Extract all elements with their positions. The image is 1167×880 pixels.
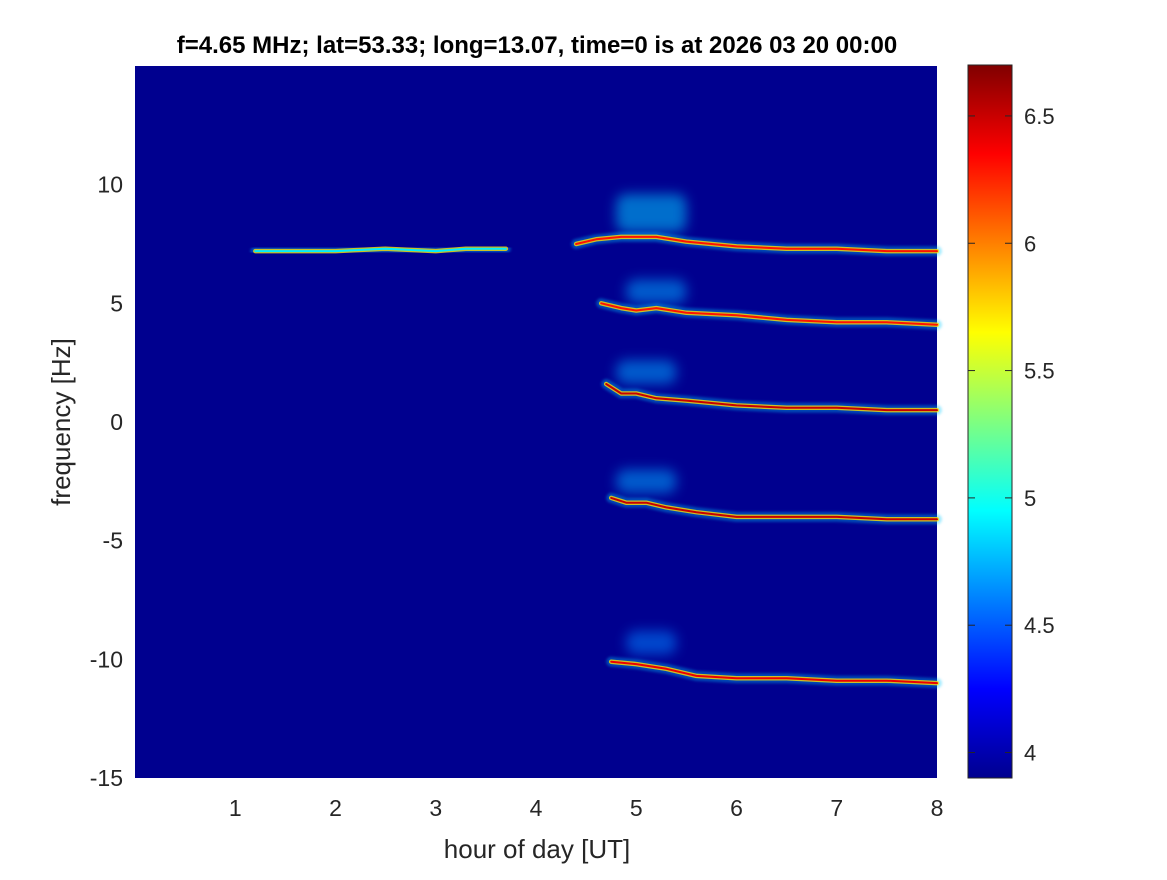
trace-line bbox=[254, 247, 507, 253]
x-tick-label: 5 bbox=[630, 795, 643, 821]
trace-line bbox=[610, 660, 938, 685]
colorbar-tick-label: 5.5 bbox=[1024, 359, 1055, 384]
colorbar-tick-label: 6 bbox=[1024, 231, 1036, 256]
traces-layer bbox=[250, 231, 942, 689]
x-tick-label: 8 bbox=[931, 795, 944, 821]
y-axis-label: frequency [Hz] bbox=[46, 338, 76, 506]
colorbar-tick-label: 4.5 bbox=[1024, 613, 1055, 638]
trace-line bbox=[575, 235, 938, 253]
burst-region bbox=[616, 469, 677, 494]
burst-region bbox=[626, 630, 677, 655]
y-tick-label: 10 bbox=[97, 172, 123, 198]
colorbar-tick-label: 4 bbox=[1024, 741, 1036, 766]
x-axis-label: hour of day [UT] bbox=[444, 834, 630, 864]
x-tick-label: 1 bbox=[229, 795, 242, 821]
y-axis-ticks: -15 -10 -5 0 5 10 bbox=[90, 172, 123, 791]
burst-region bbox=[616, 360, 677, 385]
colorbar-tick-label: 5 bbox=[1024, 486, 1036, 511]
trace-line bbox=[610, 496, 938, 521]
colorbar-gradient bbox=[967, 64, 1013, 779]
bursts-layer bbox=[616, 194, 687, 655]
x-tick-label: 3 bbox=[429, 795, 442, 821]
y-tick-label: 0 bbox=[110, 409, 123, 435]
y-tick-label: -5 bbox=[103, 528, 123, 554]
y-tick-label: -10 bbox=[90, 646, 123, 672]
plot-area bbox=[135, 66, 942, 778]
x-tick-label: 6 bbox=[730, 795, 743, 821]
x-axis-ticks: 1 2 3 4 5 6 7 8 bbox=[229, 795, 944, 821]
burst-region bbox=[626, 279, 687, 304]
y-tick-label: -15 bbox=[90, 765, 123, 791]
trace-line bbox=[600, 302, 938, 326]
plot-background bbox=[135, 66, 937, 778]
x-tick-label: 4 bbox=[530, 795, 543, 821]
colorbar-tick-label: 6.5 bbox=[1024, 104, 1055, 129]
colorbar-ticks: 4 4.5 5 5.5 6 6.5 bbox=[968, 104, 1055, 766]
chart-title: f=4.65 MHz; lat=53.33; long=13.07, time=… bbox=[177, 32, 897, 59]
x-tick-label: 2 bbox=[329, 795, 342, 821]
colorbar: 4 4.5 5 5.5 6 6.5 bbox=[967, 64, 1055, 779]
y-tick-label: 5 bbox=[110, 290, 123, 316]
burst-region bbox=[616, 194, 687, 233]
trace-line bbox=[605, 383, 938, 412]
x-tick-label: 7 bbox=[830, 795, 843, 821]
